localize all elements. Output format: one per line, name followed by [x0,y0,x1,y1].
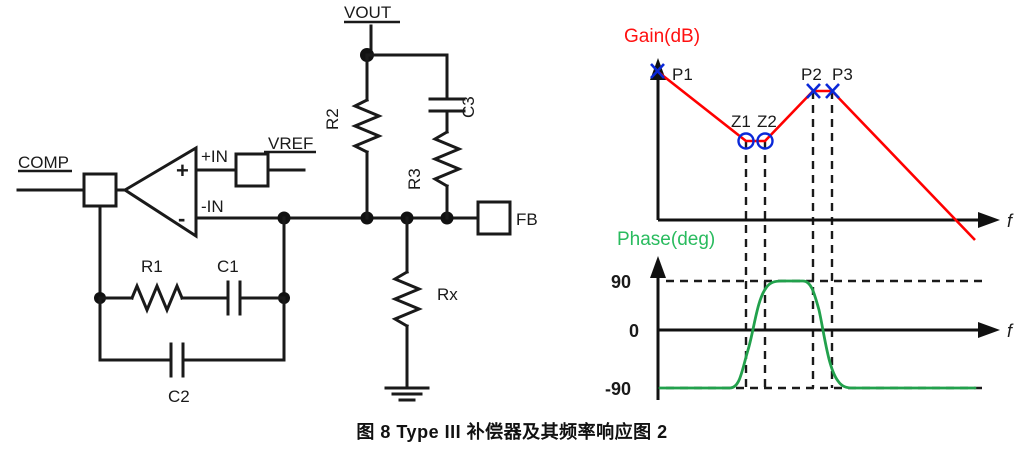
frequency-response-plots: P1 Z1 Z2 P2 P3 Gain(dB) f [605,26,1014,400]
vout-label: VOUT [344,3,391,22]
comp-label: COMP [18,153,69,172]
plus-in-label: +IN [201,147,228,166]
opamp-triangle [122,145,198,239]
circuit-schematic: COMP VREF VOUT FB + - +IN -IN R1 C1 C2 R… [16,3,538,406]
label-p2: P2 [801,65,822,84]
c1-label: C1 [217,257,239,276]
opamp-minus-sign: - [178,206,185,231]
r2-resistor [351,97,383,155]
rx-resistor [391,269,423,329]
pole-marker-p2 [806,83,821,99]
r2-label: R2 [323,108,342,130]
minus-in-label: -IN [201,197,224,216]
phase-x-axis-arrow [978,322,1000,338]
label-z1: Z1 [731,112,751,131]
vref-pin-pad[interactable] [234,152,270,188]
label-p3: P3 [832,65,853,84]
c2-label: C2 [168,387,190,406]
figure-caption: 图 8 Type III 补偿器及其频率响应图 2 [356,422,668,442]
gain-x-axis-label: f [1007,211,1014,231]
phase-y-axis-arrow [650,256,666,278]
fb-label: FB [516,210,538,229]
gain-curve [656,69,976,241]
phase-tick-0: 0 [629,321,639,341]
r1-resistor [130,282,184,314]
rx-label: Rx [437,285,458,304]
label-p1: P1 [672,65,693,84]
label-z2: Z2 [757,112,777,131]
gain-y-axis-label: Gain(dB) [624,26,700,47]
c3-label: C3 [459,96,478,118]
r3-resistor [431,129,463,189]
phase-tick-90: 90 [611,272,631,292]
comp-pin-pad[interactable] [82,172,118,208]
gain-plot: P1 Z1 Z2 P2 P3 Gain(dB) f [624,26,1014,241]
opamp-plus-sign: + [176,158,189,183]
phase-y-axis-label: Phase(deg) [617,229,715,250]
phase-x-axis-label: f [1007,321,1014,341]
vref-label: VREF [268,134,313,153]
zero-marker-z2 [756,132,774,150]
pole-marker-p1 [650,63,665,79]
gain-x-axis-arrow [978,212,1000,228]
zero-marker-z1 [737,132,755,150]
phase-plot: 90 0 -90 Phase(deg) f [605,229,1014,400]
phase-tick-minus-90: -90 [605,379,631,399]
phase-curve [658,279,977,390]
fb-pin-pad[interactable] [476,200,512,236]
r3-label: R3 [405,168,424,190]
r1-label: R1 [141,257,163,276]
pole-marker-p3 [825,83,840,99]
